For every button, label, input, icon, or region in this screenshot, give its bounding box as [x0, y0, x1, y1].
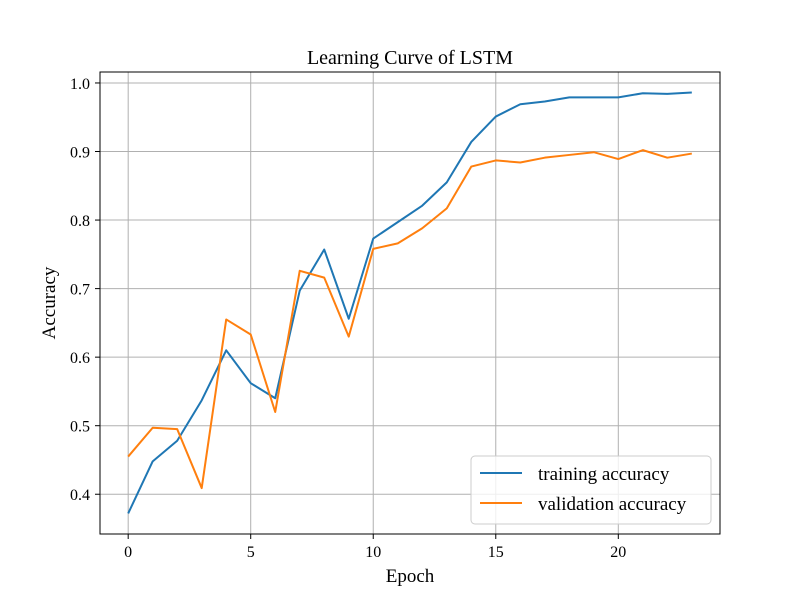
y-tick-label: 0.9: [70, 145, 90, 162]
y-tick-label: 0.5: [70, 419, 90, 436]
x-tick-label: 10: [365, 544, 381, 561]
legend-label-training: training accuracy: [538, 464, 670, 485]
legend-label-validation: validation accuracy: [538, 494, 687, 515]
x-tick-label: 5: [247, 544, 255, 561]
legend: training accuracy validation accuracy: [470, 455, 712, 525]
y-tick-label: 1.0: [70, 76, 90, 93]
grid: [100, 72, 720, 534]
series-lines: [127, 91, 692, 514]
y-tick-label: 0.6: [70, 350, 90, 367]
y-tick-label: 0.4: [70, 487, 90, 504]
x-tick-label: 0: [124, 544, 132, 561]
chart-title: Learning Curve of LSTM: [307, 47, 513, 69]
y-tick-label: 0.8: [70, 213, 90, 230]
training-accuracy-line: [127, 91, 692, 514]
axis-ticks: 0 5 10 15 20 0.4 0.5 0.6 0.7 0.8 0.9 1.0: [70, 76, 626, 561]
y-tick-label: 0.7: [70, 282, 90, 299]
validation-accuracy-line: [127, 149, 692, 490]
x-axis-label: Epoch: [386, 566, 435, 587]
x-tick-label: 20: [610, 544, 626, 561]
plot-area-frame: [99, 71, 721, 535]
legend-box: [470, 455, 712, 525]
x-tick-label: 15: [488, 544, 504, 561]
y-axis-label: Accuracy: [39, 266, 60, 339]
